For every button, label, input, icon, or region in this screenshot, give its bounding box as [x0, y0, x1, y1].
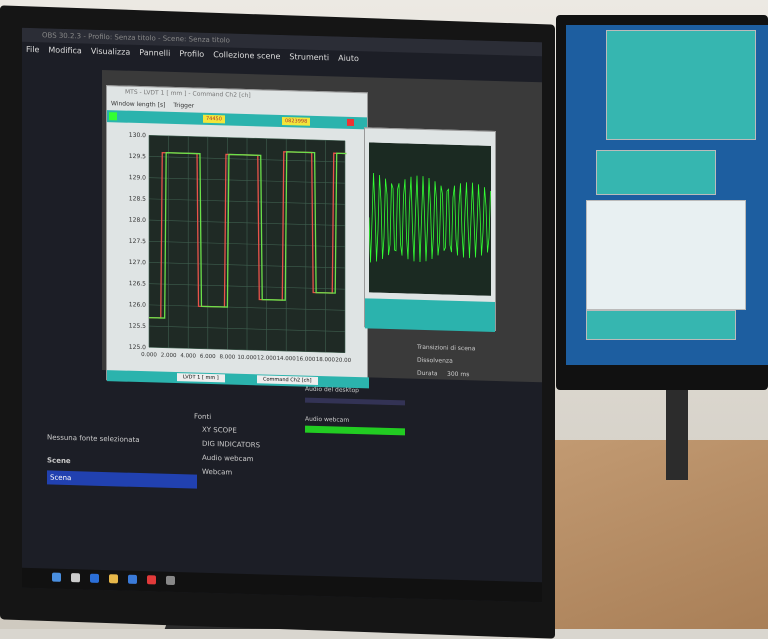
- taskbar-app-icon[interactable]: [128, 574, 137, 584]
- y-tick-label: 126.0: [129, 301, 146, 308]
- x-tick-label: 2.000: [161, 353, 177, 359]
- taskbar-app-icon[interactable]: [71, 573, 80, 583]
- x-tick-label: 18.000: [316, 357, 336, 364]
- menu-collezione-scene[interactable]: Collezione scene: [213, 50, 281, 61]
- x-tick-label: 12.000: [257, 355, 277, 362]
- taskbar-app-icon[interactable]: [166, 575, 175, 586]
- x-tick-label: 4.000: [180, 353, 196, 359]
- transition-type[interactable]: Dissolvenza: [417, 356, 453, 365]
- menu-pannelli[interactable]: Pannelli: [139, 48, 171, 58]
- menu-visualizza[interactable]: Visualizza: [90, 46, 131, 57]
- obs-window: OBS 30.2.3 - Profilo: Senza titolo - Sce…: [22, 27, 542, 603]
- no-source-label: Nessuna fonte selezionata: [47, 433, 140, 445]
- tag-2: 0823998: [282, 117, 311, 126]
- noise-controls: [365, 298, 495, 332]
- menu-strumenti[interactable]: Strumenti: [289, 52, 330, 63]
- scope-plot: 125.0 125.5 126.0 126.5 127.0 127.5 128.0 128.5…: [121, 130, 351, 377]
- scene-item[interactable]: Scena: [47, 470, 197, 489]
- taskbar-app-icon[interactable]: [90, 573, 99, 583]
- y-tick-label: 128.5: [129, 195, 146, 202]
- x-tick-label: 14.000: [277, 356, 297, 363]
- mixer-desktop: Audio del desktop: [305, 385, 359, 395]
- noise-plot: [369, 142, 491, 296]
- xy-scope-window: MTS - LVDT 1 [ mm ] - Command Ch2 [ch] W…: [106, 85, 369, 389]
- menu-trigger[interactable]: Trigger: [173, 101, 195, 110]
- sources-list: XY SCOPE DIG INDICATORS Audio webcam Web…: [202, 426, 260, 478]
- settings-panel: [596, 150, 716, 195]
- source-xy-scope[interactable]: XY SCOPE: [202, 425, 237, 435]
- y-tick-label: 129.5: [129, 153, 146, 160]
- menu-file[interactable]: File: [26, 44, 40, 55]
- y-tick-label: 127.0: [129, 259, 146, 266]
- y-tick-label: 126.5: [129, 280, 146, 287]
- noise-signal: [369, 172, 491, 263]
- secondary-monitor: [556, 15, 768, 480]
- taskbar-app-icon[interactable]: [147, 575, 156, 585]
- duration-field[interactable]: 300 ms: [447, 370, 470, 379]
- y-tick-label: 125.0: [129, 344, 146, 351]
- noise-plot-area: [369, 142, 491, 296]
- x-tick-label: 6.000: [200, 354, 216, 360]
- y-tick-label: 129.0: [129, 174, 146, 181]
- menu-modifica[interactable]: Modifica: [48, 45, 82, 56]
- y-tick-label: 128.0: [129, 217, 146, 224]
- noise-scope-window: [364, 127, 496, 332]
- y-tick-label: 125.5: [129, 323, 146, 330]
- menu-aiuto[interactable]: Aiuto: [338, 53, 359, 64]
- webcam-level-meter: [305, 425, 405, 436]
- x-tick-label: 20.000: [335, 357, 351, 364]
- legend-feedback: LVDT 1 [ mm ]: [177, 373, 225, 383]
- stop-indicator[interactable]: [347, 118, 354, 127]
- series-line: [149, 151, 347, 319]
- x-tick-label: 16.000: [296, 356, 316, 363]
- taskbar-app-icon[interactable]: [52, 572, 61, 582]
- menu-window-length[interactable]: Window length [s]: [111, 100, 166, 109]
- legend-command: Command Ch2 [ch]: [257, 375, 318, 385]
- table-panel: [586, 200, 746, 310]
- control-panel: [606, 30, 756, 140]
- source-webcam[interactable]: Webcam: [202, 467, 233, 477]
- desktop-volume-slider[interactable]: [305, 397, 405, 406]
- menu-profilo[interactable]: Profilo: [179, 49, 205, 59]
- tag-1: 74450: [203, 114, 225, 124]
- source-dig-indicators[interactable]: DIG INDICATORS: [202, 439, 261, 450]
- y-tick-label: 127.5: [129, 238, 146, 245]
- scenes-header: Scene: [47, 456, 71, 466]
- duration-label: Durata: [417, 369, 438, 378]
- x-tick-label: 10.000: [237, 355, 257, 362]
- status-panel: [586, 310, 736, 340]
- taskbar-app-icon[interactable]: [109, 574, 118, 584]
- run-indicator[interactable]: [109, 112, 117, 121]
- mixer-webcam: Audio webcam: [305, 415, 350, 424]
- grid-line-y: [149, 134, 345, 142]
- monitor-stand-right: [666, 390, 688, 480]
- y-tick-label: 130.0: [129, 132, 146, 139]
- x-tick-label: 8.000: [220, 354, 236, 360]
- secondary-screen: [566, 25, 768, 365]
- source-audio-webcam[interactable]: Audio webcam: [202, 453, 254, 464]
- sources-header: Fonti: [194, 412, 212, 422]
- x-tick-label: 0.000: [141, 352, 157, 358]
